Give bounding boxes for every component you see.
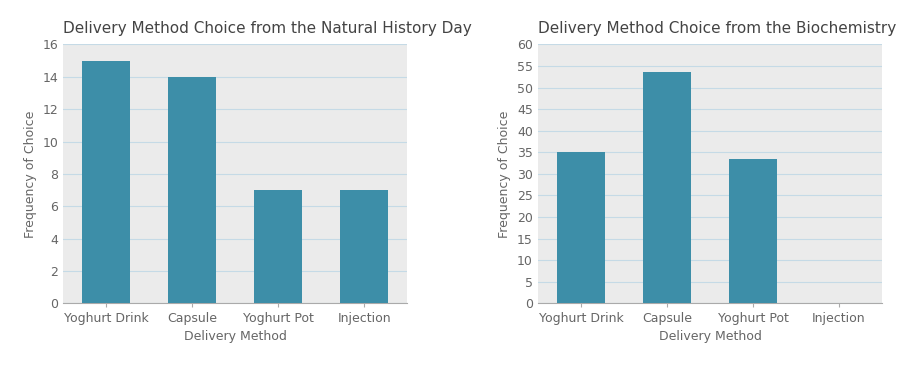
- Bar: [255, 190, 302, 303]
- Y-axis label: Frequency of Choice: Frequency of Choice: [499, 110, 511, 238]
- Text: Delivery Method Choice from the Natural History Day: Delivery Method Choice from the Natural …: [63, 21, 472, 36]
- X-axis label: Delivery Method: Delivery Method: [659, 330, 761, 343]
- Bar: [557, 152, 605, 303]
- Bar: [729, 159, 777, 303]
- Text: Delivery Method Choice from the Biochemistry Department: Delivery Method Choice from the Biochemi…: [538, 21, 900, 36]
- Y-axis label: Frequency of Choice: Frequency of Choice: [23, 110, 37, 238]
- Bar: [83, 61, 130, 303]
- Bar: [168, 77, 216, 303]
- Bar: [340, 190, 388, 303]
- Bar: [644, 73, 690, 303]
- X-axis label: Delivery Method: Delivery Method: [184, 330, 286, 343]
